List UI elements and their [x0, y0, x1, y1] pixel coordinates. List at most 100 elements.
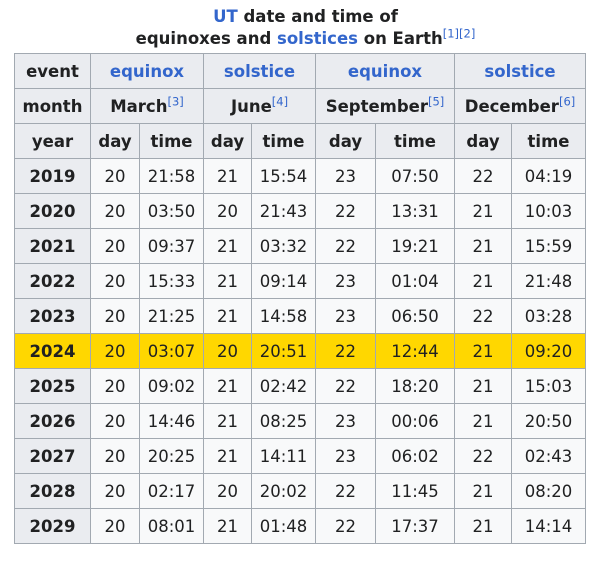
day-cell: 21	[454, 263, 512, 299]
day-cell: 20	[203, 473, 252, 509]
table-caption: UT date and time of equinoxes and solsti…	[0, 6, 611, 50]
ref-link[interactable]: [3]	[167, 94, 184, 108]
table-row: 2019 20 21:58 21 15:54 23 07:50 22 04:19	[14, 158, 586, 194]
time-cell: 08:01	[139, 508, 204, 544]
time-cell: 02:42	[251, 368, 316, 404]
time-cell: 04:19	[511, 158, 586, 194]
time-cell: 18:20	[375, 368, 455, 404]
time-cell: 01:48	[251, 508, 316, 544]
ref-link[interactable]: [4]	[271, 94, 289, 108]
day-cell: 22	[315, 333, 376, 369]
month-december: December[6]	[454, 88, 586, 124]
day-cell: 22	[315, 368, 376, 404]
day-cell: 20	[90, 298, 140, 334]
year-cell: 2019	[14, 158, 91, 194]
day-cell: 21	[203, 263, 252, 299]
time-header: time	[251, 123, 316, 159]
time-cell: 11:45	[375, 473, 455, 509]
month-name: December	[464, 96, 559, 116]
time-cell: 02:43	[511, 438, 586, 474]
time-cell: 15:59	[511, 228, 586, 264]
day-cell: 21	[203, 228, 252, 264]
time-cell: 03:28	[511, 298, 586, 334]
ref-1: [1]	[443, 27, 459, 41]
day-cell: 23	[315, 298, 376, 334]
caption-text-2: equinoxes and	[135, 29, 277, 48]
table-row: 2025 20 09:02 21 02:42 22 18:20 21 15:03	[14, 368, 586, 404]
time-header: time	[511, 123, 586, 159]
time-cell: 01:04	[375, 263, 455, 299]
solstices-link[interactable]: solstices	[277, 29, 358, 48]
time-cell: 14:14	[511, 508, 586, 544]
ref-link[interactable]: [6]	[558, 94, 576, 108]
year-cell: 2027	[14, 438, 91, 474]
day-cell: 23	[315, 263, 376, 299]
year-cell: 2024	[14, 333, 91, 369]
event-december: solstice	[454, 53, 586, 89]
event-link[interactable]: solstice	[223, 61, 296, 81]
caption-line-1: UT date and time of	[0, 6, 611, 28]
time-cell: 06:50	[375, 298, 455, 334]
time-cell: 09:02	[139, 368, 204, 404]
event-link[interactable]: equinox	[347, 61, 423, 81]
time-cell: 19:21	[375, 228, 455, 264]
time-cell: 10:03	[511, 193, 586, 229]
ref-2: [2]	[459, 27, 475, 41]
month-header: month	[14, 88, 91, 124]
event-link[interactable]: solstice	[484, 61, 556, 81]
year-cell: 2023	[14, 298, 91, 334]
time-cell: 08:20	[511, 473, 586, 509]
equinox-solstice-table: event equinox solstice equinox solstice …	[14, 53, 586, 544]
time-cell: 02:17	[139, 473, 204, 509]
table-row: 2029 20 08:01 21 01:48 22 17:37 21 14:14	[14, 508, 586, 544]
event-september: equinox	[315, 53, 455, 89]
day-cell: 20	[90, 193, 140, 229]
day-cell: 22	[315, 228, 376, 264]
table-row: 2022 20 15:33 21 09:14 23 01:04 21 21:48	[14, 263, 586, 299]
table-row: 2024 20 03:07 20 20:51 22 12:44 21 09:20	[14, 333, 586, 369]
day-cell: 21	[203, 438, 252, 474]
month-name: March	[110, 96, 168, 116]
event-link[interactable]: equinox	[109, 61, 185, 81]
day-cell: 22	[454, 298, 512, 334]
day-cell: 21	[203, 403, 252, 439]
day-cell: 20	[90, 228, 140, 264]
time-cell: 14:58	[251, 298, 316, 334]
year-cell: 2020	[14, 193, 91, 229]
year-cell: 2025	[14, 368, 91, 404]
ut-link[interactable]: UT	[213, 7, 238, 26]
day-cell: 21	[203, 158, 252, 194]
time-cell: 03:07	[139, 333, 204, 369]
ref-2-link[interactable]: [2]	[459, 26, 476, 41]
time-cell: 21:58	[139, 158, 204, 194]
ref-link[interactable]: [5]	[428, 94, 445, 108]
day-cell: 22	[315, 473, 376, 509]
time-cell: 07:50	[375, 158, 455, 194]
time-cell: 21:43	[251, 193, 316, 229]
caption-text-1: date and time of	[237, 7, 398, 26]
day-cell: 20	[203, 333, 252, 369]
day-cell: 21	[454, 473, 512, 509]
time-cell: 03:50	[139, 193, 204, 229]
day-cell: 21	[203, 368, 252, 404]
ref-1-link[interactable]: [1]	[442, 26, 460, 41]
table-row: 2026 20 14:46 21 08:25 23 00:06 21 20:50	[14, 403, 586, 439]
time-cell: 06:02	[375, 438, 455, 474]
day-cell: 22	[315, 508, 376, 544]
day-header: day	[203, 123, 252, 159]
day-cell: 23	[315, 158, 376, 194]
event-june: solstice	[203, 53, 316, 89]
event-header: event	[14, 53, 91, 89]
month-row: month March[3] June[4] September[5] Dece…	[14, 88, 586, 124]
time-cell: 20:25	[139, 438, 204, 474]
event-row: event equinox solstice equinox solstice	[14, 53, 586, 89]
month-name: September	[325, 96, 428, 116]
day-cell: 20	[90, 158, 140, 194]
year-cell: 2026	[14, 403, 91, 439]
time-cell: 12:44	[375, 333, 455, 369]
day-header: day	[90, 123, 140, 159]
table-row: 2021 20 09:37 21 03:32 22 19:21 21 15:59	[14, 228, 586, 264]
day-cell: 20	[90, 263, 140, 299]
day-cell: 20	[90, 438, 140, 474]
time-cell: 03:32	[251, 228, 316, 264]
